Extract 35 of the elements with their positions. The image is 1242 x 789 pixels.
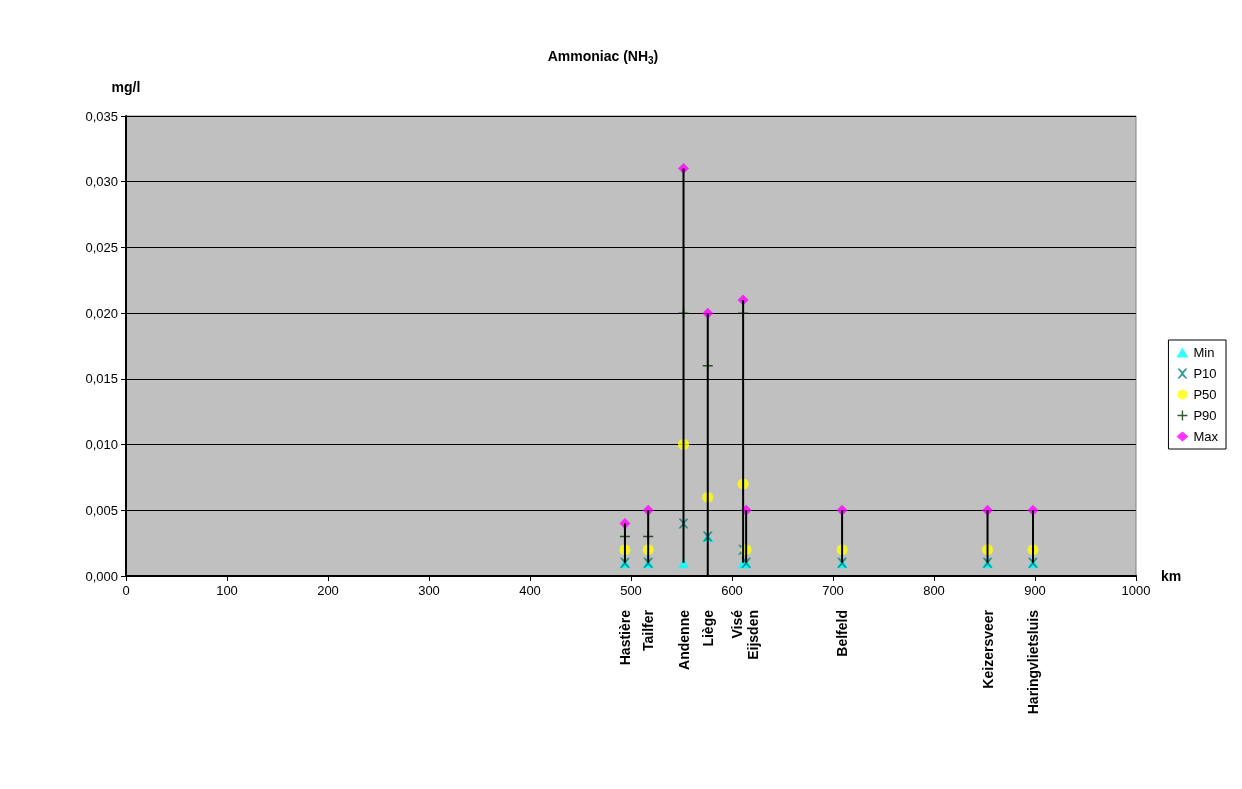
y-tick-label: 0,035 xyxy=(85,108,118,124)
x-tick-label: 1000 xyxy=(1121,583,1151,598)
x-tick-label: 600 xyxy=(721,583,743,598)
y-tick-label: 0,025 xyxy=(85,239,118,255)
text: Keizersveer xyxy=(979,609,996,689)
y-tick-label: 0,010 xyxy=(85,437,118,453)
y-tick-label: 0,020 xyxy=(85,305,118,321)
legend-label: Min xyxy=(1193,345,1215,360)
text: Visé xyxy=(728,609,745,639)
text: Andenne xyxy=(675,609,692,670)
text: Hastière xyxy=(616,609,633,666)
x-tick-label: 200 xyxy=(317,583,339,598)
y-tick-label: 0,005 xyxy=(85,502,118,518)
legend-label: P90 xyxy=(1193,408,1217,423)
x-tick-label: 700 xyxy=(822,583,844,598)
x-tick-label: 0 xyxy=(122,583,130,598)
legend-label: P50 xyxy=(1193,387,1217,402)
text: Haringvlietsluis xyxy=(1024,609,1041,715)
x-tick-label: 400 xyxy=(519,583,541,598)
text: Eijsden xyxy=(744,610,761,660)
text: Tailfer xyxy=(640,609,657,651)
y-tick-label: 0,000 xyxy=(85,568,118,584)
y-tick-label: 0,015 xyxy=(85,371,118,387)
x-axis-title: km xyxy=(1161,568,1182,584)
x-tick-label: 300 xyxy=(418,583,440,598)
x-tick-label: 900 xyxy=(1024,583,1046,598)
y-axis-title: mg/l xyxy=(111,79,141,95)
x-tick-label: 500 xyxy=(620,583,642,598)
x-tick-label: 800 xyxy=(923,583,945,598)
y-tick-label: 0,030 xyxy=(85,174,118,190)
text: Liège xyxy=(699,609,716,647)
x-tick-label: 100 xyxy=(216,583,238,598)
legend-label: P10 xyxy=(1193,366,1217,381)
text: Belfeld xyxy=(834,610,851,657)
legend-label: Max xyxy=(1193,429,1219,444)
